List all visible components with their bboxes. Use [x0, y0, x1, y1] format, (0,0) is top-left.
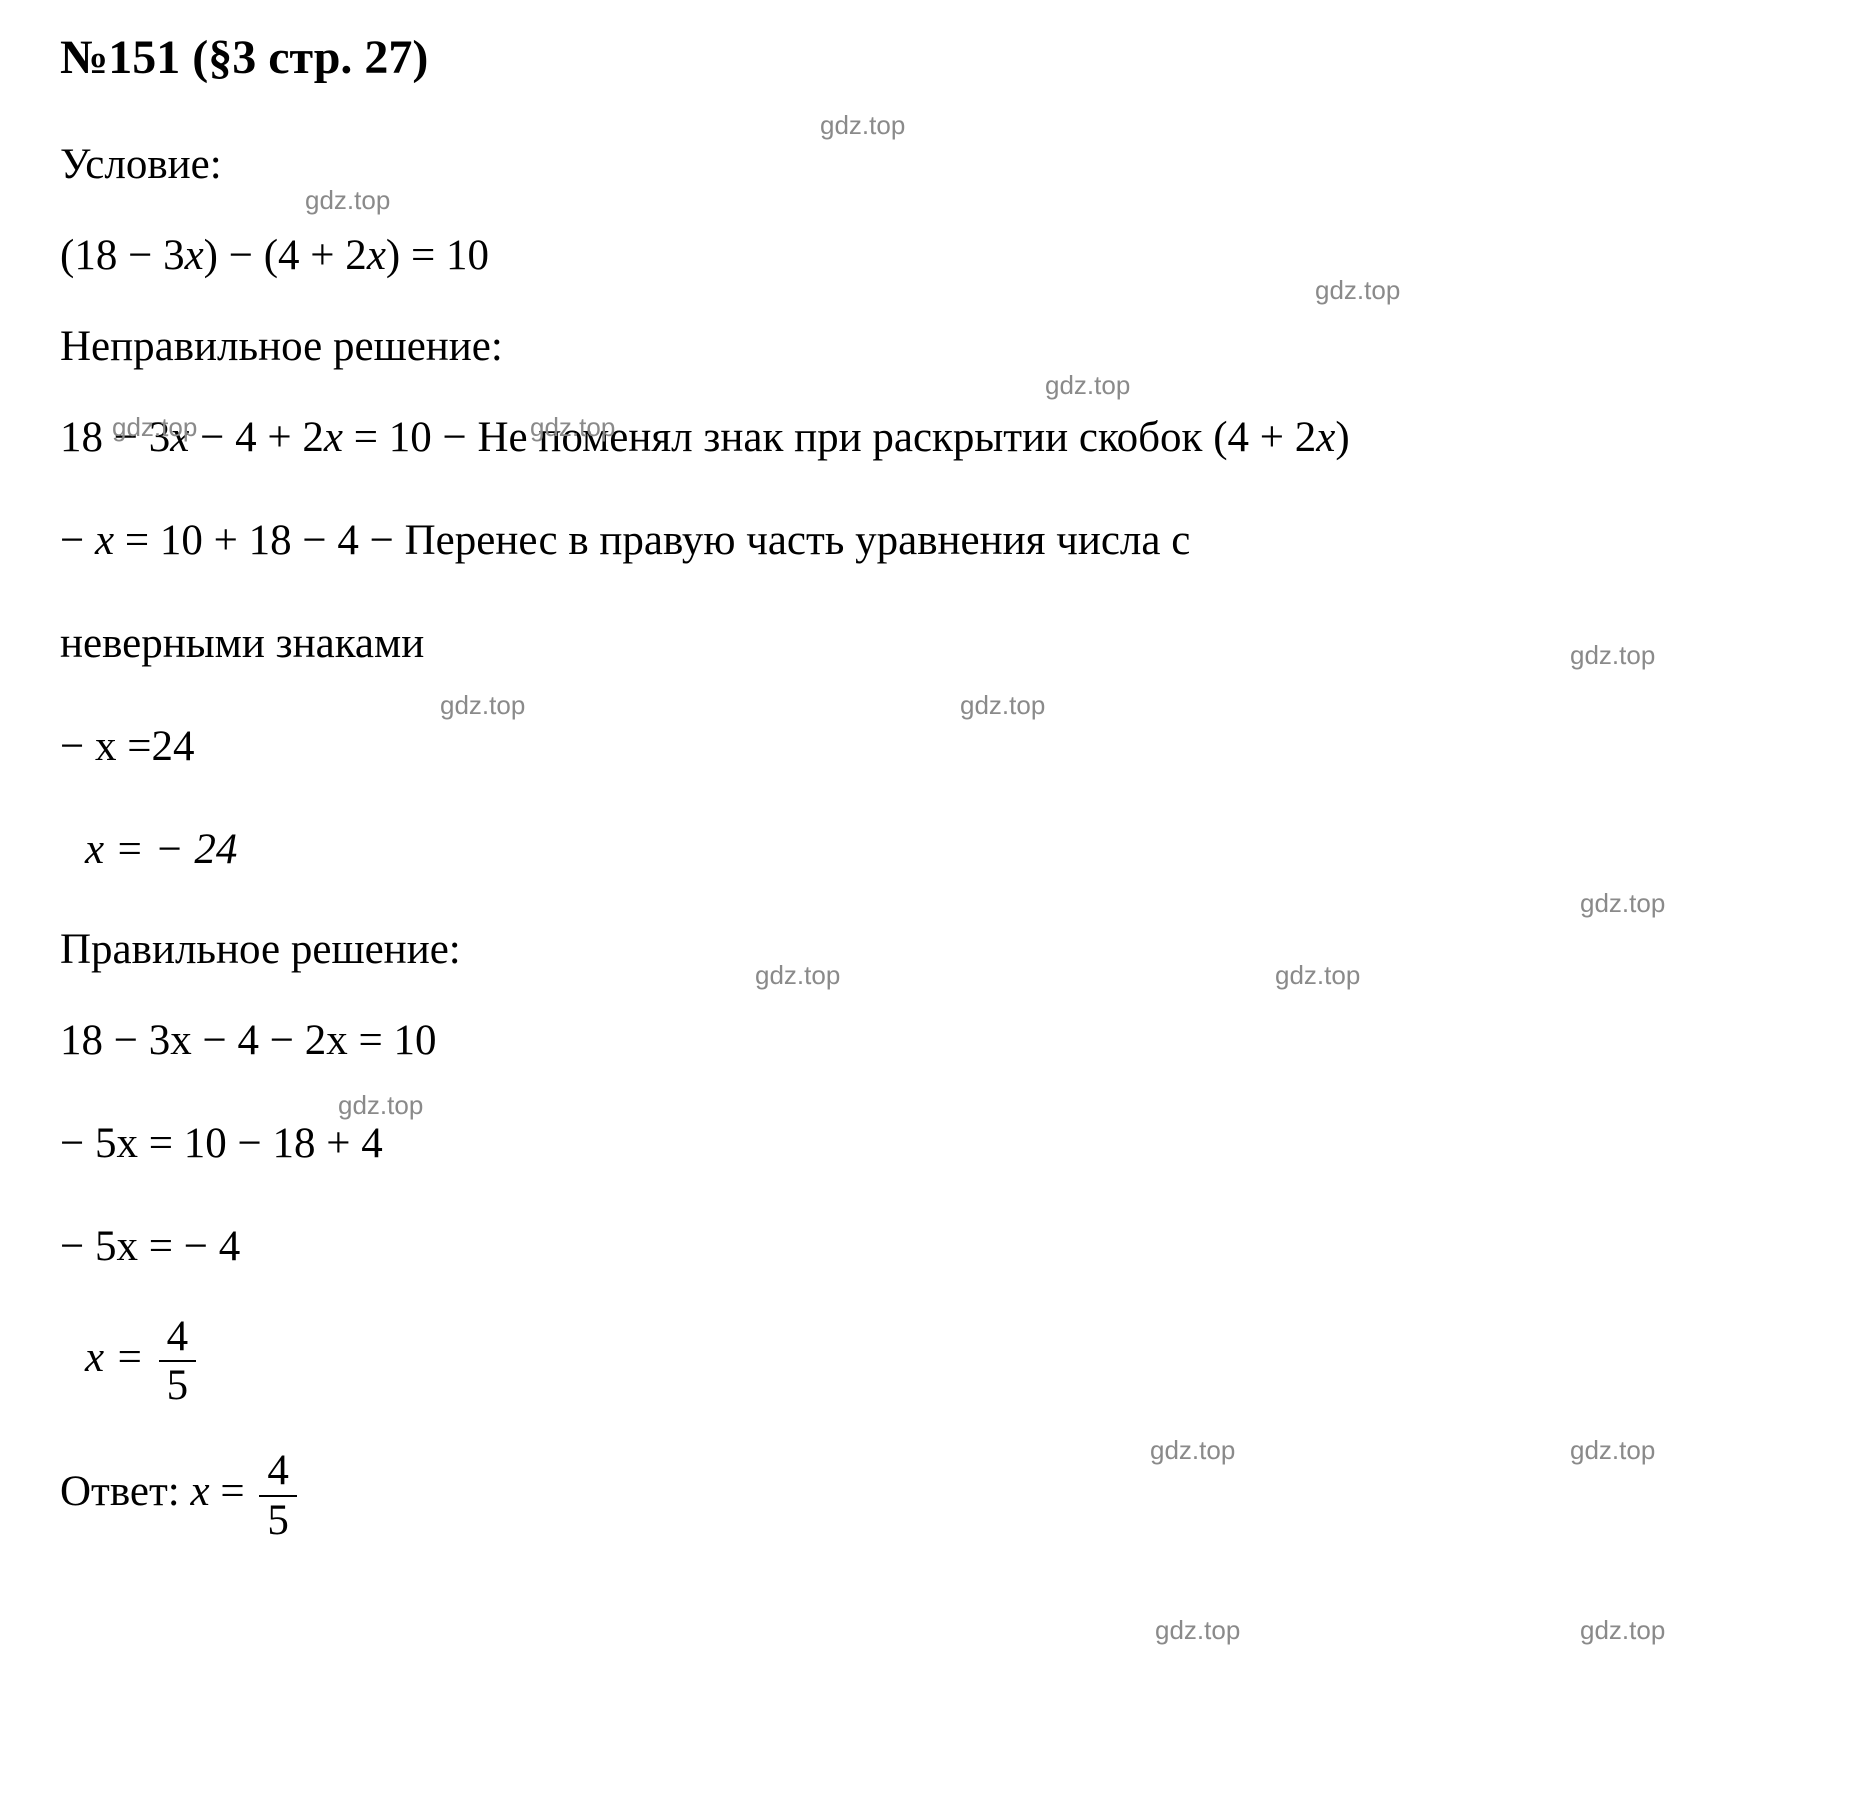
original-equation: (18 − 3x) − (4 + 2x) = 10 — [60, 219, 1825, 292]
watermark-text: gdz.top — [1155, 1615, 1240, 1646]
watermark-text: gdz.top — [1580, 1615, 1665, 1646]
wrong-comment-2: − Перенес в правую часть уравнения числа… — [359, 517, 1190, 564]
correct-step-3: − 5x = − 4 — [60, 1210, 1825, 1283]
watermark-text: gdz.top — [338, 1090, 423, 1121]
watermark-text: gdz.top — [1150, 1435, 1235, 1466]
answer-fraction: 45 — [259, 1447, 297, 1544]
x-equals: x = — [85, 1334, 155, 1381]
condition-heading: Условие: — [60, 140, 1825, 189]
fraction-result: 45 — [159, 1313, 197, 1410]
wrong-step-3: − x =24 — [60, 710, 1825, 783]
equation-text: (18 − 3x) − (4 + 2x) = 10 — [60, 232, 489, 279]
watermark-text: gdz.top — [1570, 1435, 1655, 1466]
wrong-step-4: x = − 24 — [85, 813, 1825, 886]
watermark-text: gdz.top — [755, 960, 840, 991]
wrong-result: x = − 24 — [85, 826, 237, 873]
answer-line: Ответ: x = 45 — [60, 1447, 1825, 1544]
watermark-text: gdz.top — [1315, 275, 1400, 306]
wrong-solution-heading: Неправильное решение: — [60, 322, 1825, 371]
answer-numerator: 4 — [259, 1447, 297, 1496]
watermark-text: gdz.top — [1570, 640, 1655, 671]
watermark-text: gdz.top — [1275, 960, 1360, 991]
correct-step-4: x = 45 — [85, 1313, 1825, 1410]
watermark-text: gdz.top — [820, 110, 905, 141]
correct-solution-heading: Правильное решение: — [60, 925, 1825, 974]
answer-label: Ответ: — [60, 1469, 190, 1516]
fraction-numerator: 4 — [159, 1313, 197, 1362]
watermark-text: gdz.top — [112, 412, 197, 443]
watermark-text: gdz.top — [1045, 370, 1130, 401]
wrong-eq-2: − x = 10 + 18 − 4 — [60, 517, 359, 564]
correct-step-1: 18 − 3x − 4 − 2x = 10 — [60, 1004, 1825, 1077]
wrong-step-2: − x = 10 + 18 − 4 − Перенес в правую час… — [60, 504, 1825, 577]
watermark-text: gdz.top — [530, 412, 615, 443]
watermark-text: gdz.top — [1580, 888, 1665, 919]
answer-x-equals: x = — [190, 1469, 255, 1516]
answer-denominator: 5 — [259, 1497, 297, 1544]
wrong-step-2-cont: неверными знаками — [60, 607, 1825, 680]
fraction-denominator: 5 — [159, 1362, 197, 1409]
correct-step-2: − 5x = 10 − 18 + 4 — [60, 1107, 1825, 1180]
wrong-step-1: 18 − 3x − 4 + 2x = 10 − Не поменял знак … — [60, 401, 1825, 474]
watermark-text: gdz.top — [305, 185, 390, 216]
problem-title: №151 (§3 стр. 27) — [60, 30, 1825, 85]
watermark-text: gdz.top — [960, 690, 1045, 721]
watermark-text: gdz.top — [440, 690, 525, 721]
